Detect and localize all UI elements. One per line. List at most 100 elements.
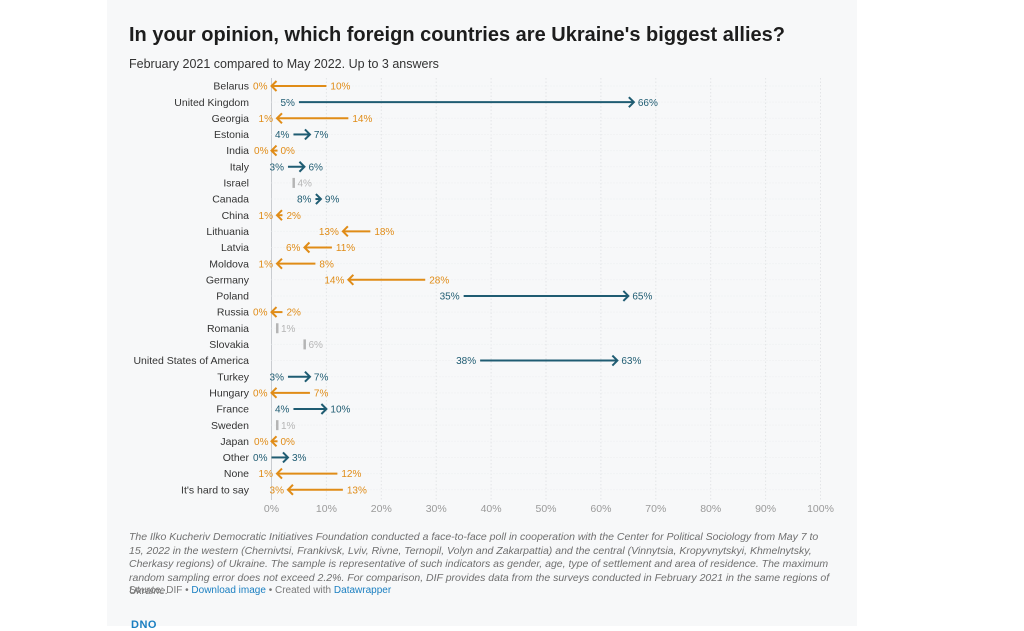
value-label-right: 3% — [292, 453, 307, 464]
x-tick-label: 60% — [590, 503, 611, 515]
value-label-left: 1% — [259, 211, 274, 222]
value-label-right: 8% — [319, 259, 334, 270]
x-tick-label: 100% — [807, 503, 834, 515]
chart-row: Slovakia 6% — [209, 339, 821, 351]
arrow-head — [341, 225, 349, 238]
separator: • — [265, 585, 275, 596]
value-label-left: 35% — [440, 292, 460, 303]
chart-row: Sweden 1% — [211, 420, 821, 432]
value-label-right: 9% — [325, 195, 340, 206]
chart-row: Canada 8% 9% — [212, 193, 821, 206]
chart-row: Belarus 0% 10% — [213, 80, 821, 93]
chart-row: France 4% 10% — [216, 403, 821, 416]
chart-row: Turkey 3% 7% — [217, 370, 821, 383]
chart-row: Latvia 6% 11% — [221, 241, 821, 254]
value-label-right: 66% — [638, 98, 658, 109]
category-label: Romania — [207, 323, 249, 335]
value-label-left: 0% — [253, 308, 268, 319]
value-label-right: 13% — [347, 485, 367, 496]
arrow-head — [270, 387, 278, 399]
category-label: Slovakia — [209, 339, 249, 351]
value-label-left: 8% — [297, 195, 312, 206]
value-label-right: 12% — [341, 469, 361, 480]
chart-row: Moldova 1% 8% — [209, 257, 821, 270]
arrow-head — [628, 96, 636, 108]
source-label: Source: DIF — [129, 585, 183, 596]
category-label: Belarus — [213, 81, 249, 93]
value-label-right: 0% — [281, 437, 296, 448]
value-label-right: 0% — [281, 146, 296, 157]
value-label-right: 63% — [621, 356, 641, 367]
category-label: Poland — [216, 291, 249, 303]
arrow-head — [275, 257, 283, 270]
chart-row: Hungary 0% 7% — [209, 387, 821, 399]
x-tick-label: 80% — [700, 503, 721, 515]
bottom-tag: DNO — [131, 619, 157, 631]
category-label: France — [216, 404, 249, 416]
value-label-left: 0% — [253, 388, 268, 399]
chart-title: In your opinion, which foreign countries… — [129, 24, 785, 46]
created-with-label: Created with — [274, 585, 334, 596]
value-label-left: 5% — [280, 98, 295, 109]
chart-rows: Belarus 0% 10% United Kingdom 5% 66% Georgia 1%… — [133, 80, 821, 496]
arrow-head — [282, 451, 290, 464]
chart-row: China 1% 2% — [222, 209, 821, 222]
value-label-right: 2% — [286, 308, 301, 319]
datawrapper-link[interactable]: Datawrapper — [333, 585, 392, 596]
category-label: Hungary — [209, 387, 249, 399]
value-label-left: 14% — [324, 275, 344, 286]
x-tick-label: 70% — [645, 503, 666, 515]
chart-row: United States of America 38% 63% — [133, 354, 821, 367]
arrow-head — [622, 290, 630, 302]
value-label-right: 1% — [281, 324, 296, 335]
category-label: It's hard to say — [181, 484, 250, 496]
chart-subtitle: February 2021 compared to May 2022. Up t… — [129, 57, 439, 71]
no-change-marker — [275, 323, 279, 334]
x-tick-label: 40% — [481, 503, 502, 515]
arrow-head — [303, 241, 311, 254]
value-label-right: 14% — [352, 114, 372, 125]
category-label: United Kingdom — [174, 97, 249, 109]
value-label-right: 7% — [314, 372, 329, 383]
value-label-left: 1% — [259, 259, 274, 270]
value-label-right: 18% — [374, 227, 394, 238]
chart-row: United Kingdom 5% 66% — [174, 96, 821, 109]
value-label-left: 13% — [319, 227, 339, 238]
category-label: Israel — [223, 178, 249, 190]
category-label: India — [226, 145, 249, 157]
value-label-left: 0% — [254, 437, 269, 448]
value-label-right: 65% — [632, 292, 652, 303]
chart-row: Japan 0% 0% — [220, 435, 821, 448]
arrow-head — [320, 403, 328, 415]
source-line: Source: DIF • Download image • Created w… — [129, 585, 391, 596]
value-label-left: 3% — [270, 162, 285, 173]
value-label-left: 0% — [253, 453, 268, 464]
chart-row: Israel 4% — [223, 178, 821, 190]
chart-row: Other 0% 3% — [223, 451, 821, 464]
value-label-right: 6% — [308, 340, 323, 351]
category-label: Canada — [212, 194, 249, 206]
category-label: Estonia — [214, 129, 249, 141]
category-label: China — [222, 210, 250, 222]
category-label: Japan — [220, 436, 249, 448]
value-label-right: 4% — [297, 179, 312, 190]
category-label: Lithuania — [206, 226, 249, 238]
arrow-head — [286, 484, 294, 496]
arrow-head — [346, 274, 355, 286]
arrow-head — [275, 467, 283, 480]
category-label: None — [224, 468, 249, 480]
category-label: Other — [223, 452, 250, 464]
chart-panel — [107, 0, 857, 626]
category-label: Russia — [217, 307, 249, 319]
category-label: Latvia — [221, 242, 249, 254]
chart-row: Germany 14% 28% — [206, 274, 821, 286]
arrow-head — [611, 354, 619, 367]
value-label-right: 10% — [330, 82, 350, 93]
value-label-left: 4% — [275, 405, 290, 416]
no-change-marker — [303, 339, 306, 350]
value-label-left: 1% — [259, 114, 274, 125]
download-image-link[interactable]: Download image — [191, 585, 266, 596]
value-label-left: 1% — [259, 469, 274, 480]
value-label-left: 4% — [275, 130, 290, 141]
